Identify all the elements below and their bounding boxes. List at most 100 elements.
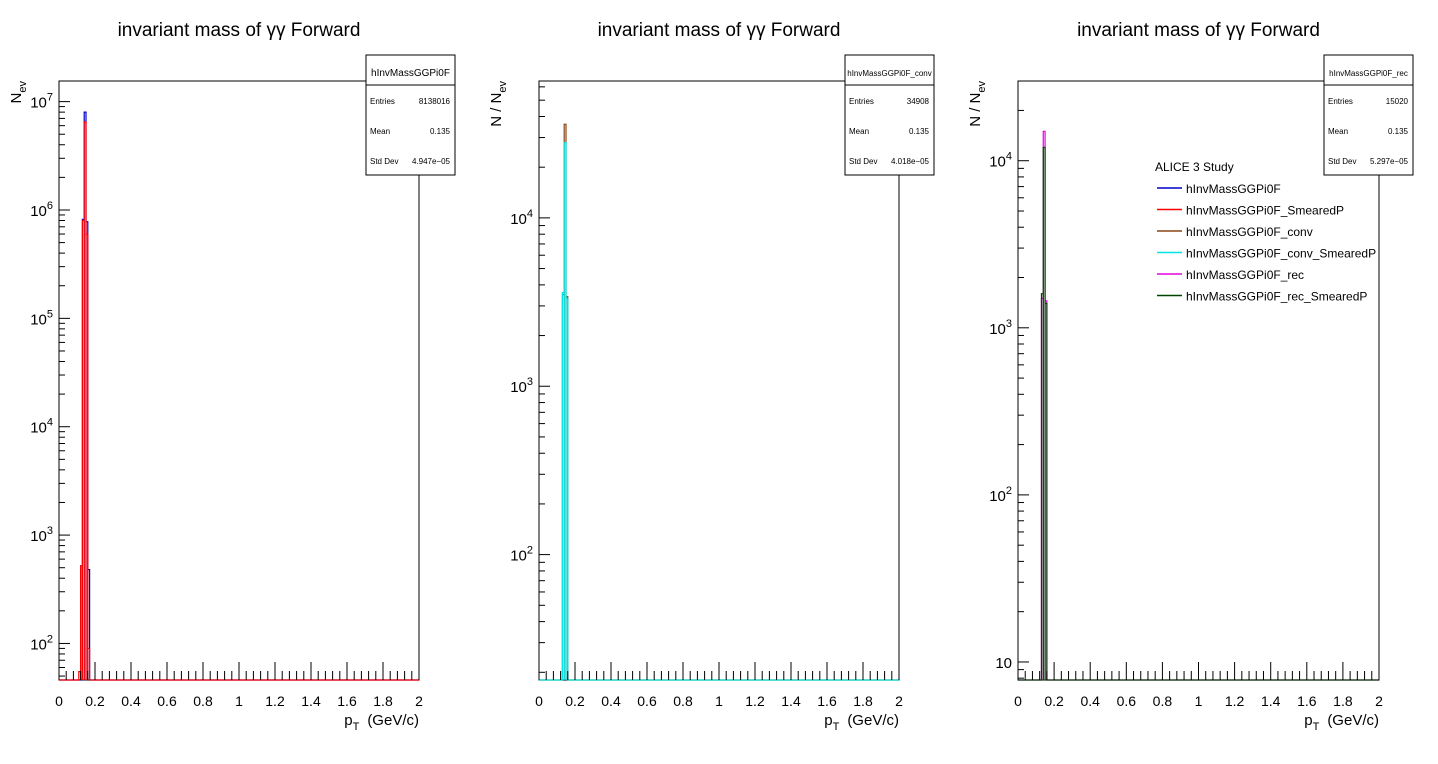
x-axis-label: pT (GeV/c) bbox=[1304, 712, 1379, 733]
x-tick-label: 1.8 bbox=[1333, 693, 1353, 709]
panel-2: invariant mass of γγ Forward 0 0.2 0.4 0.6 0.… bbox=[488, 20, 935, 733]
y-tick-exponent: 5 bbox=[47, 308, 53, 320]
x-tick-label: 1.2 bbox=[745, 693, 765, 709]
x-axis-label-main: p bbox=[1304, 712, 1312, 729]
y-tick-exponent: 3 bbox=[527, 376, 533, 388]
x-tick-label: 0.4 bbox=[121, 693, 141, 709]
y-axis-label-main: N / N bbox=[488, 93, 505, 127]
y-tick-label: 104 bbox=[30, 417, 53, 437]
x-axis-label-sub: T bbox=[1313, 721, 1320, 733]
stats-row-value: 0.135 bbox=[909, 127, 930, 136]
x-tick-label: 1.8 bbox=[373, 693, 393, 709]
chart-title: invariant mass of γγ Forward bbox=[1077, 20, 1320, 41]
x-tick-label: 1.6 bbox=[817, 693, 837, 709]
y-tick-base: 10 bbox=[30, 528, 47, 545]
y-axis-label-main: N / N bbox=[967, 93, 984, 127]
x-axis-label-sub: T bbox=[353, 721, 360, 733]
x-tick-label: 0.2 bbox=[565, 693, 585, 709]
y-tick-exponent: 4 bbox=[47, 417, 53, 429]
stats-row-label: Mean bbox=[370, 127, 390, 136]
legend-title: ALICE 3 Study bbox=[1155, 160, 1234, 174]
y-axis-label: N / Nev bbox=[488, 81, 509, 127]
y-tick-label: 104 bbox=[510, 208, 533, 228]
stats-box: hInvMassGGPi0F_conv Entries 34908 Mean 0.135… bbox=[844, 54, 935, 176]
x-axis-label-unit: (GeV/c) bbox=[367, 712, 419, 729]
legend-entry-label: hInvMassGGPi0F_rec_SmearedP bbox=[1186, 290, 1367, 304]
plot-frame bbox=[58, 80, 420, 681]
y-tick-label: 103 bbox=[510, 376, 533, 396]
x-tick-label: 0 bbox=[55, 693, 63, 709]
stats-row-value: 5.297e−05 bbox=[1370, 157, 1409, 166]
stats-box: hInvMassGGPi0F_rec Entries 15020 Mean 0.135 S… bbox=[1323, 54, 1414, 176]
y-tick-label: 10 bbox=[995, 655, 1012, 672]
chart-title: invariant mass of γγ Forward bbox=[598, 20, 841, 41]
y-tick-label: 102 bbox=[989, 485, 1012, 505]
x-tick-label: 0.6 bbox=[637, 693, 657, 709]
y-tick-base: 10 bbox=[989, 488, 1006, 505]
y-tick-label: 103 bbox=[989, 318, 1012, 338]
x-tick-label: 1.2 bbox=[1225, 693, 1245, 709]
x-tick-label: 1 bbox=[715, 693, 723, 709]
x-tick-label: 1.8 bbox=[853, 693, 873, 709]
y-axis-label-sub: ev bbox=[976, 81, 988, 93]
x-axis-label: pT (GeV/c) bbox=[824, 712, 899, 733]
stats-row-value: 0.135 bbox=[1388, 127, 1409, 136]
legend-entry-label: hInvMassGGPi0F bbox=[1186, 182, 1281, 196]
stats-row-value: 4.018e−05 bbox=[891, 157, 930, 166]
stats-row-value: 4.947e−05 bbox=[412, 157, 451, 166]
y-tick-exponent: 4 bbox=[527, 208, 533, 220]
y-tick-exponent: 2 bbox=[527, 545, 533, 557]
stats-box: hInvMassGGPi0F Entries 8138016 Mean 0.135 Std… bbox=[365, 54, 456, 176]
y-tick-base: 10 bbox=[989, 321, 1006, 338]
x-tick-label: 1.2 bbox=[265, 693, 285, 709]
y-tick-exponent: 2 bbox=[1006, 485, 1012, 497]
x-axis-label-main: p bbox=[824, 712, 832, 729]
stats-row-label: Std Dev bbox=[849, 157, 877, 166]
y-axis-label-sub: ev bbox=[17, 81, 29, 93]
series-line-hInvMassGGPi0F_rec_SmearedP bbox=[1018, 146, 1379, 681]
y-tick-base: 10 bbox=[510, 548, 527, 565]
y-tick-label: 106 bbox=[30, 200, 53, 220]
y-tick-label: 102 bbox=[510, 545, 533, 565]
y-tick-base: 10 bbox=[30, 95, 47, 112]
y-axis-label: Nev bbox=[8, 81, 29, 104]
y-tick-label: 104 bbox=[989, 151, 1012, 171]
stats-box-frame bbox=[1323, 54, 1414, 176]
x-tick-label: 0.6 bbox=[157, 693, 177, 709]
stats-box-frame bbox=[365, 54, 456, 176]
x-tick-label: 2 bbox=[895, 693, 903, 709]
x-tick-label: 0.8 bbox=[1153, 693, 1173, 709]
y-tick-exponent: 4 bbox=[1006, 151, 1012, 163]
x-tick-label: 0.2 bbox=[85, 693, 105, 709]
chart-title: invariant mass of γγ Forward bbox=[118, 20, 361, 41]
legend-entry-label: hInvMassGGPi0F_SmearedP bbox=[1186, 204, 1344, 218]
y-tick-base: 10 bbox=[510, 379, 527, 396]
x-tick-label: 1.4 bbox=[1261, 693, 1281, 709]
y-axis-label-sub: ev bbox=[497, 81, 509, 93]
series-line-hInvMassGGPi0F bbox=[59, 111, 419, 681]
y-tick-label: 102 bbox=[30, 633, 53, 653]
y-tick-exponent: 3 bbox=[1006, 318, 1012, 330]
stats-box-name: hInvMassGGPi0F_rec bbox=[1329, 69, 1408, 78]
y-tick-label: 107 bbox=[30, 92, 53, 112]
series-line-hInvMassGGPi0F_conv bbox=[539, 123, 899, 681]
legend-entry-label: hInvMassGGPi0F_rec bbox=[1186, 268, 1304, 282]
x-tick-label: 1.6 bbox=[1297, 693, 1317, 709]
x-tick-label: 0.4 bbox=[1080, 693, 1100, 709]
x-tick-label: 0.6 bbox=[1117, 693, 1137, 709]
panel-1: invariant mass of γγ Forward 0 0.2 0.4 0.6 0.… bbox=[8, 20, 456, 733]
legend: ALICE 3 Study hInvMassGGPi0F hInvMassGGPi0… bbox=[1155, 160, 1376, 304]
x-axis-label-unit: (GeV/c) bbox=[847, 712, 899, 729]
x-tick-label: 0.2 bbox=[1044, 693, 1064, 709]
series-line-hInvMassGGPi0F_conv_SmearedP bbox=[539, 141, 899, 681]
y-tick-label: 105 bbox=[30, 308, 53, 328]
stats-box-name: hInvMassGGPi0F_conv bbox=[847, 69, 931, 78]
x-axis-label: pT (GeV/c) bbox=[344, 712, 419, 733]
stats-box-frame bbox=[844, 54, 935, 176]
x-tick-label: 1 bbox=[235, 693, 243, 709]
series-line-hInvMassGGPi0F_SmearedP bbox=[59, 121, 419, 681]
x-tick-label: 0 bbox=[1014, 693, 1022, 709]
stats-row-label: Std Dev bbox=[1328, 157, 1356, 166]
stats-row-label: Mean bbox=[849, 127, 869, 136]
